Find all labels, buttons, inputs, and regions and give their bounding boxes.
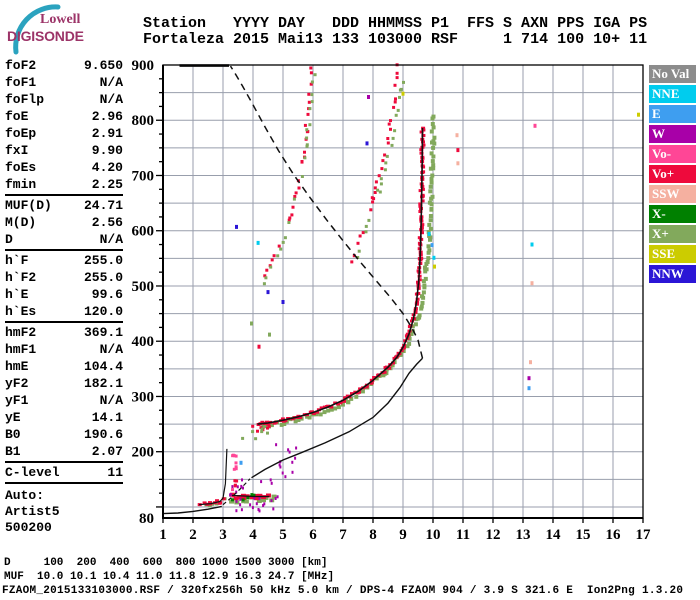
param-row: yE 14.1 [5,410,123,425]
svg-text:1: 1 [159,527,167,543]
svg-text:3: 3 [219,527,227,543]
param-row: yF2 182.1 [5,376,123,391]
param-row: yF1 N/A [5,393,123,408]
svg-text:500: 500 [132,279,155,295]
legend-item: X- [649,205,696,223]
param-row: M(D) 2.56 [5,215,123,230]
param-row: foF2 9.650 [5,58,123,73]
panel-footer-row: 500200 [5,520,52,535]
legend-item: NNW [649,265,696,283]
svg-text:13: 13 [516,527,531,543]
param-row: foEp 2.91 [5,126,123,141]
svg-text:6: 6 [309,527,317,543]
param-row: foE 2.96 [5,109,123,124]
svg-text:400: 400 [132,334,155,350]
param-row: foFlp N/A [5,92,123,107]
panel-footer-row: Auto: [5,488,45,503]
svg-text:12: 12 [486,527,501,543]
echo-direction-legend: No Val NNE E W Vo- Vo+ SSW X- X+ SSE NNW [649,65,696,285]
svg-text:14: 14 [546,527,562,543]
panel-divider [5,482,123,484]
distance-row: D 100 200 400 600 800 1000 1500 3000 [km… [4,557,328,569]
file-info-line: FZAOM_2015133103000.RSF / 320fx256h 50 k… [2,585,684,597]
param-row: MUF(D) 24.71 [5,198,123,213]
svg-text:7: 7 [339,527,347,543]
svg-text:5: 5 [279,527,287,543]
svg-text:8: 8 [369,527,377,543]
param-row: h`F 255.0 [5,253,123,268]
param-row: foEs 4.20 [5,160,123,175]
svg-text:17: 17 [636,527,652,543]
logo-lowell-text: Lowell [40,12,81,27]
muf-row: MUF 10.0 10.1 10.4 11.0 11.8 12.9 16.3 2… [4,571,335,583]
svg-text:80: 80 [139,511,154,527]
svg-text:4: 4 [249,527,257,543]
param-row: fmin 2.25 [5,177,123,192]
panel-divider [5,461,123,463]
svg-text:200: 200 [132,445,155,461]
param-row: C-level 11 [5,465,123,480]
svg-text:10: 10 [426,527,441,543]
legend-item: Vo+ [649,165,696,183]
panel-footer-row: Artist5 [5,504,60,519]
svg-text:800: 800 [132,113,155,129]
svg-text:2: 2 [189,527,197,543]
svg-text:300: 300 [132,389,155,405]
param-row: h`Es 120.0 [5,304,123,319]
panel-divider [5,321,123,323]
panel-divider [5,249,123,251]
param-row: fxI 9.90 [5,143,123,158]
digisonde-logo: Lowell DIGISONDE [2,2,122,55]
param-row: foF1 N/A [5,75,123,90]
param-row: B0 190.6 [5,427,123,442]
legend-item: Vo- [649,145,696,163]
param-row: hmF1 N/A [5,342,123,357]
station-header-line2: Fortaleza 2015 Mai13 133 103000 RSF 1 71… [143,31,648,48]
legend-item: SSW [649,185,696,203]
legend-item: NNE [649,85,696,103]
param-row: h`F2 255.0 [5,270,123,285]
legend-item: W [649,125,696,143]
logo-arc-icon [13,4,61,55]
legend-item: SSE [649,245,696,263]
svg-text:16: 16 [606,527,622,543]
param-row: h`E 99.6 [5,287,123,302]
svg-text:900: 900 [132,58,155,74]
param-row: D N/A [5,232,123,247]
param-row: hmE 104.4 [5,359,123,374]
svg-text:700: 700 [132,168,155,184]
logo-digisonde-text: DIGISONDE [7,28,84,44]
param-row: B1 2.07 [5,444,123,459]
svg-text:15: 15 [576,527,591,543]
parameter-panel: foF2 9.650 foF1 N/A foFlp N/A foE 2.96 foEp 2.91 f… [5,57,123,536]
legend-item: E [649,105,696,123]
station-header-line1: Station YYYY DAY DDD HHMMSS P1 FFS S AXN… [143,15,648,32]
panel-divider [5,194,123,196]
param-row: hmF2 369.1 [5,325,123,340]
svg-text:11: 11 [456,527,470,543]
svg-text:600: 600 [132,224,155,240]
legend-item: No Val [649,65,696,83]
svg-text:9: 9 [399,527,407,543]
legend-item: X+ [649,225,696,243]
